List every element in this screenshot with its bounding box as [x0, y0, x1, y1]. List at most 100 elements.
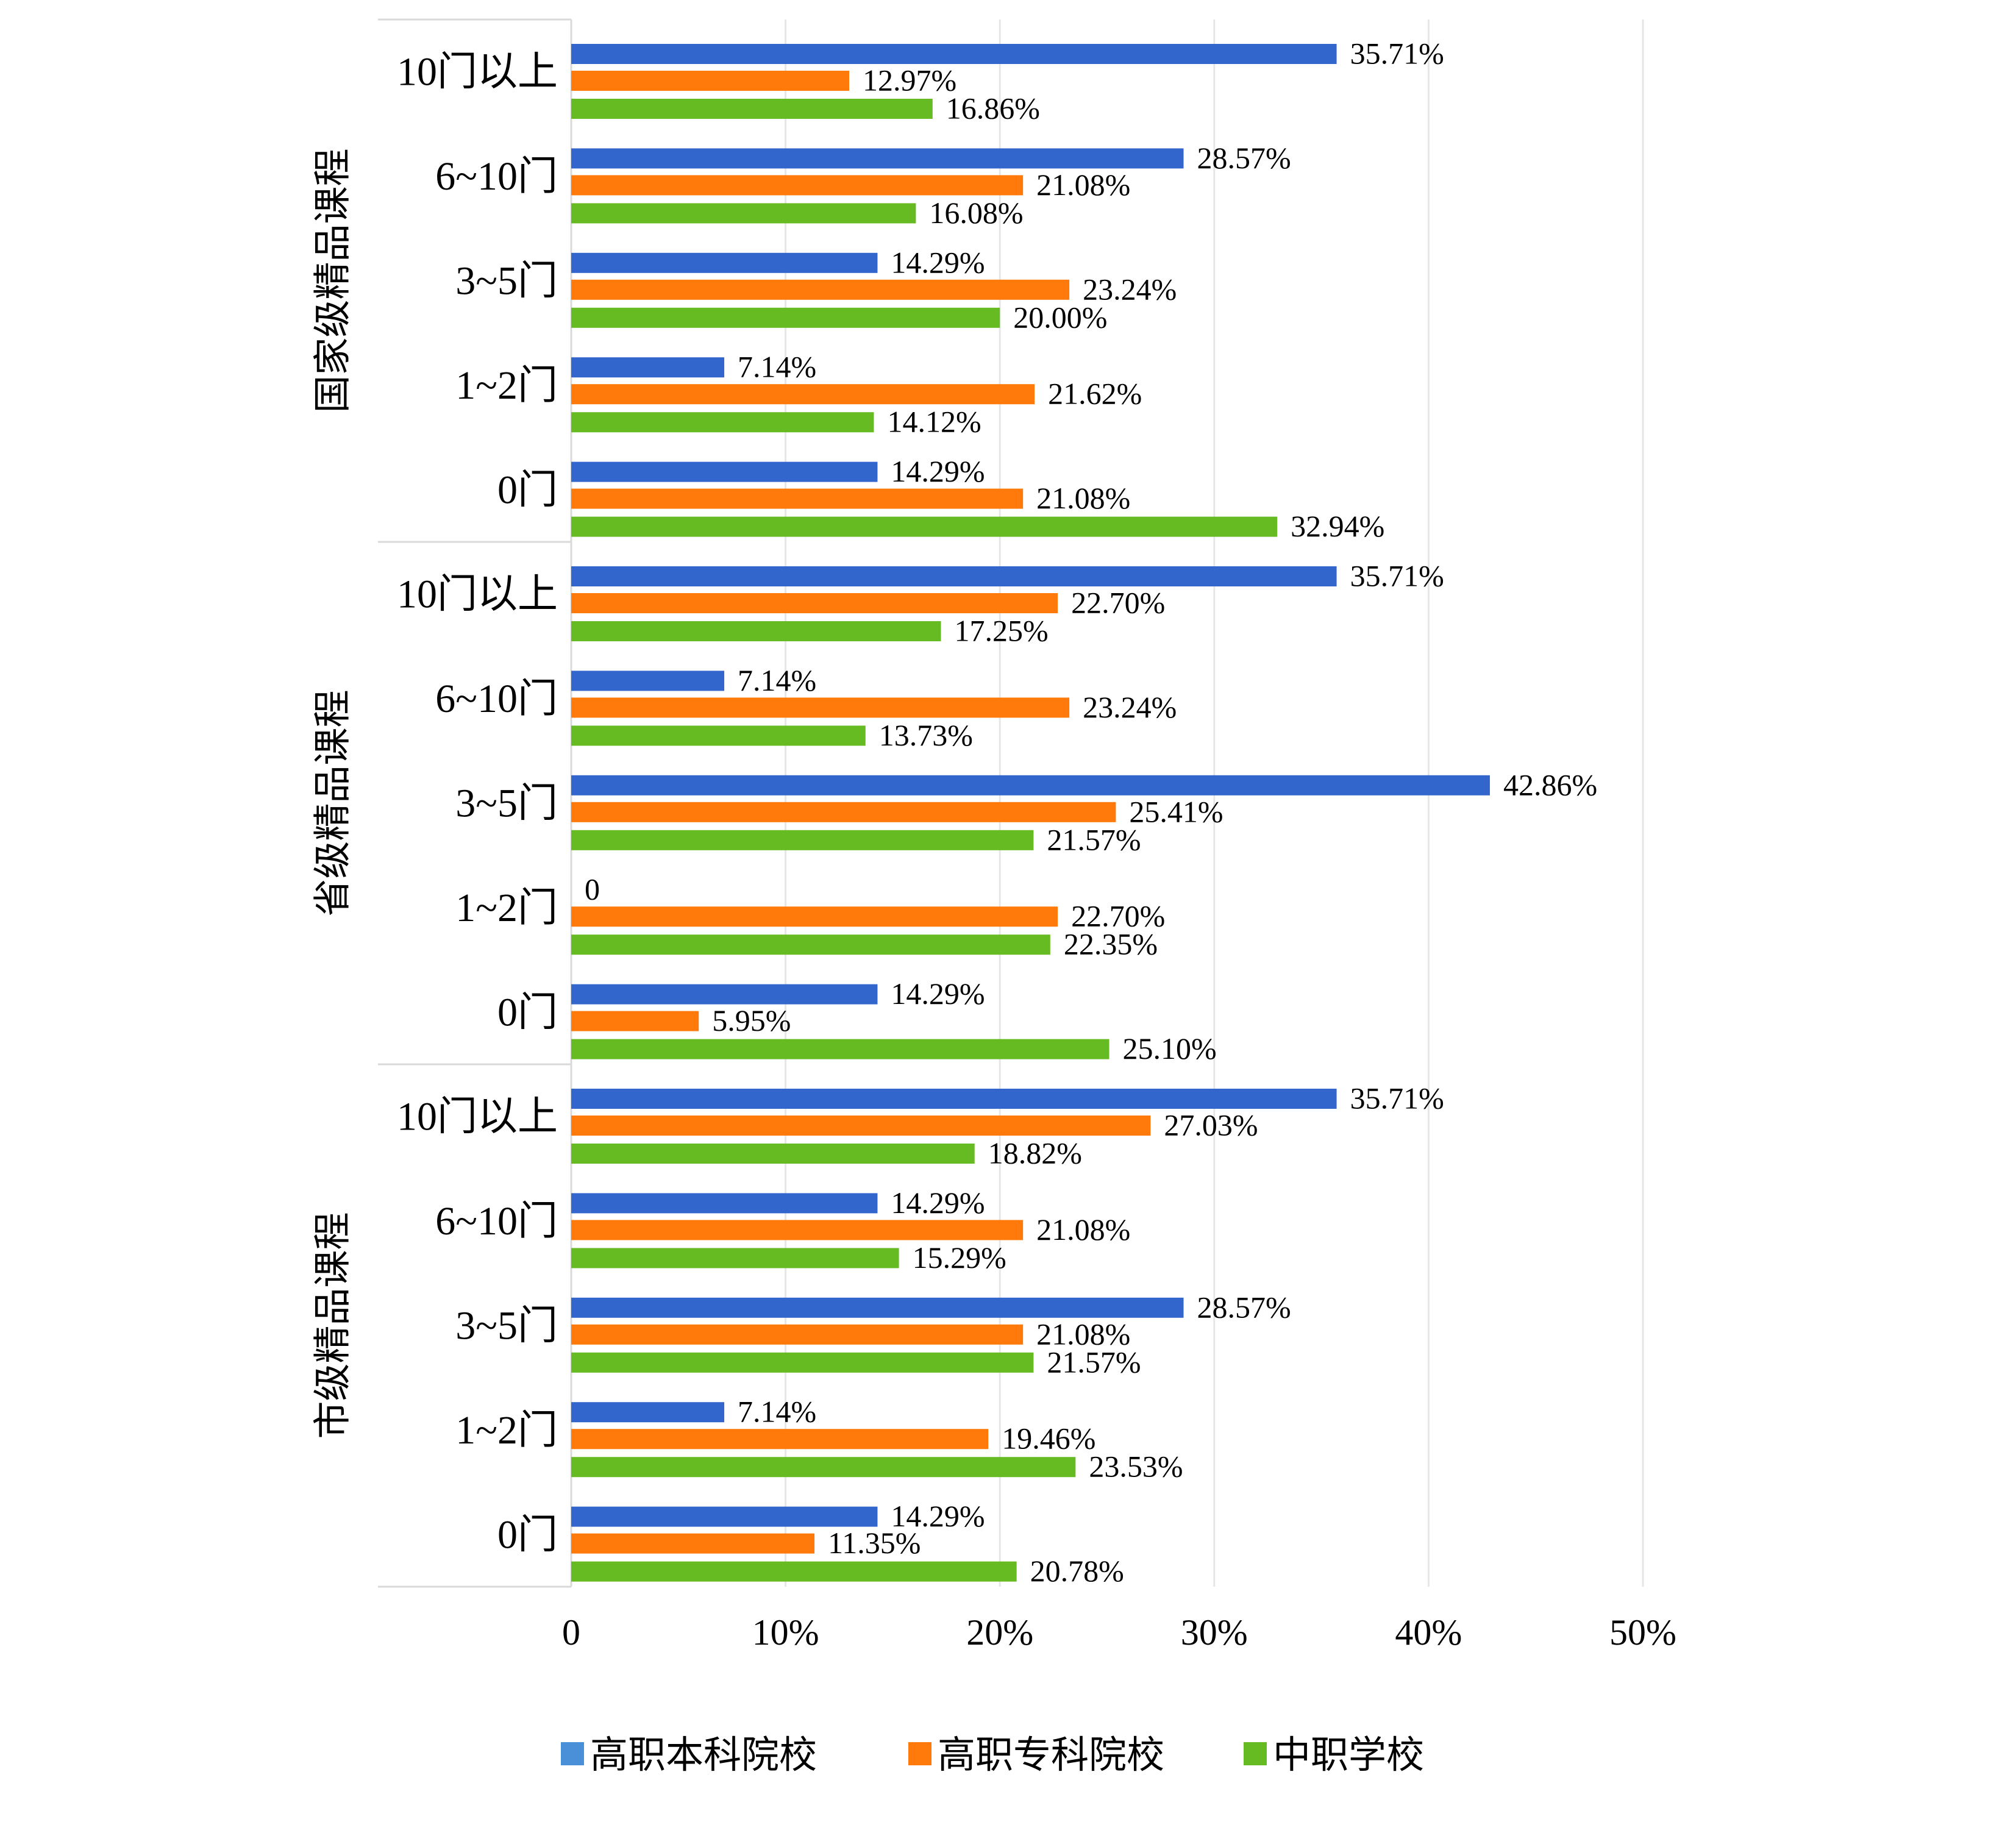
bars	[571, 44, 1490, 1582]
legend-label: 高职本科院校	[590, 1732, 817, 1777]
category-label: 3~5门	[455, 781, 558, 826]
data-label: 21.57%	[1047, 1345, 1141, 1379]
data-label: 14.29%	[891, 454, 985, 488]
bar	[571, 1533, 815, 1554]
bar	[571, 1248, 899, 1269]
bar	[571, 71, 850, 91]
legend-swatch	[561, 1742, 584, 1765]
bar	[571, 1011, 699, 1031]
data-label: 15.29%	[913, 1240, 1006, 1275]
data-label: 11.35%	[828, 1526, 921, 1560]
bar	[571, 906, 1058, 927]
bar	[571, 1089, 1337, 1109]
bar	[571, 725, 866, 746]
data-label: 14.29%	[891, 1499, 985, 1533]
data-label: 22.70%	[1071, 586, 1165, 620]
bar	[571, 307, 1000, 328]
data-label: 21.08%	[1036, 1317, 1130, 1351]
bar	[571, 1297, 1184, 1318]
bar	[571, 279, 1070, 300]
data-label: 5.95%	[712, 1003, 791, 1037]
data-label: 23.24%	[1083, 690, 1177, 724]
group-label: 省级精品课程	[310, 689, 355, 916]
bar	[571, 1561, 1017, 1582]
category-label: 3~5门	[455, 1304, 558, 1348]
legend-label: 中职学校	[1273, 1732, 1424, 1777]
data-label: 28.57%	[1197, 141, 1291, 175]
data-label: 21.57%	[1047, 822, 1141, 856]
category-label: 1~2门	[455, 886, 558, 930]
data-label: 0	[585, 872, 600, 906]
bar	[571, 1220, 1024, 1240]
bar	[571, 671, 725, 691]
bar	[571, 1352, 1034, 1373]
data-label: 18.82%	[988, 1136, 1082, 1170]
data-label: 17.25%	[955, 614, 1049, 648]
data-label: 35.71%	[1350, 1081, 1444, 1116]
data-label: 16.86%	[946, 91, 1040, 126]
data-label: 21.08%	[1036, 1212, 1130, 1247]
data-label: 22.70%	[1071, 899, 1165, 933]
bar	[571, 1457, 1076, 1478]
data-label: 21.08%	[1036, 168, 1130, 202]
category-label: 10门以上	[397, 572, 558, 617]
data-label: 25.41%	[1129, 794, 1223, 828]
category-label: 10门以上	[397, 1095, 558, 1139]
data-label: 42.86%	[1503, 767, 1597, 802]
legend-swatch	[1244, 1742, 1267, 1765]
data-label: 12.97%	[863, 63, 956, 98]
bar	[571, 148, 1184, 169]
data-label: 23.53%	[1089, 1450, 1183, 1484]
x-tick-label: 50%	[1609, 1612, 1676, 1653]
data-label: 13.73%	[879, 718, 973, 752]
category-labels: 10门以上 6~10门 3~5门 1~2门 0门 10门以上 6~10门 3~5门 1~2门 0门…	[397, 50, 558, 1557]
bar	[571, 175, 1024, 196]
data-label: 28.57%	[1197, 1290, 1291, 1324]
x-axis-tick-labels: 0 10% 20% 30% 40% 50%	[562, 1612, 1676, 1653]
bar	[571, 775, 1490, 795]
bar	[571, 99, 933, 119]
data-label: 20.78%	[1030, 1554, 1124, 1588]
category-label: 0门	[497, 1512, 558, 1557]
bar	[571, 516, 1278, 537]
data-label: 20.00%	[1013, 300, 1107, 334]
x-tick-label: 40%	[1395, 1612, 1462, 1653]
bar	[571, 1193, 878, 1214]
data-label: 14.29%	[891, 977, 985, 1011]
data-label: 23.24%	[1083, 272, 1177, 306]
bar	[571, 357, 725, 378]
bar	[571, 830, 1034, 850]
category-label: 6~10门	[435, 154, 558, 199]
data-label: 22.35%	[1064, 927, 1158, 961]
legend: 高职本科院校 高职专科院校 中职学校	[561, 1732, 1424, 1777]
data-label: 7.14%	[738, 350, 816, 384]
data-label: 32.94%	[1291, 509, 1384, 543]
bar	[571, 1402, 725, 1423]
data-label: 35.71%	[1350, 37, 1444, 71]
category-label: 6~10门	[435, 1199, 558, 1244]
bar	[571, 384, 1035, 405]
category-label: 10门以上	[397, 50, 558, 94]
data-label: 7.14%	[738, 663, 816, 697]
bar	[571, 984, 878, 1005]
x-tick-label: 0	[562, 1612, 580, 1653]
group-label: 市级精品课程	[310, 1212, 355, 1439]
category-label: 0门	[497, 990, 558, 1034]
data-label: 14.12%	[887, 405, 981, 439]
bar	[571, 203, 916, 224]
bar	[571, 1116, 1151, 1136]
data-label: 35.71%	[1350, 559, 1444, 593]
bar	[571, 252, 878, 273]
x-tick-label: 30%	[1181, 1612, 1248, 1653]
data-label: 21.08%	[1036, 481, 1130, 515]
data-label: 16.08%	[929, 196, 1023, 230]
bar	[571, 697, 1070, 718]
bar	[571, 412, 874, 433]
bar	[571, 566, 1337, 586]
data-label: 19.46%	[1002, 1422, 1095, 1456]
bar	[571, 1144, 975, 1164]
bar	[571, 593, 1058, 613]
category-label: 6~10门	[435, 677, 558, 721]
